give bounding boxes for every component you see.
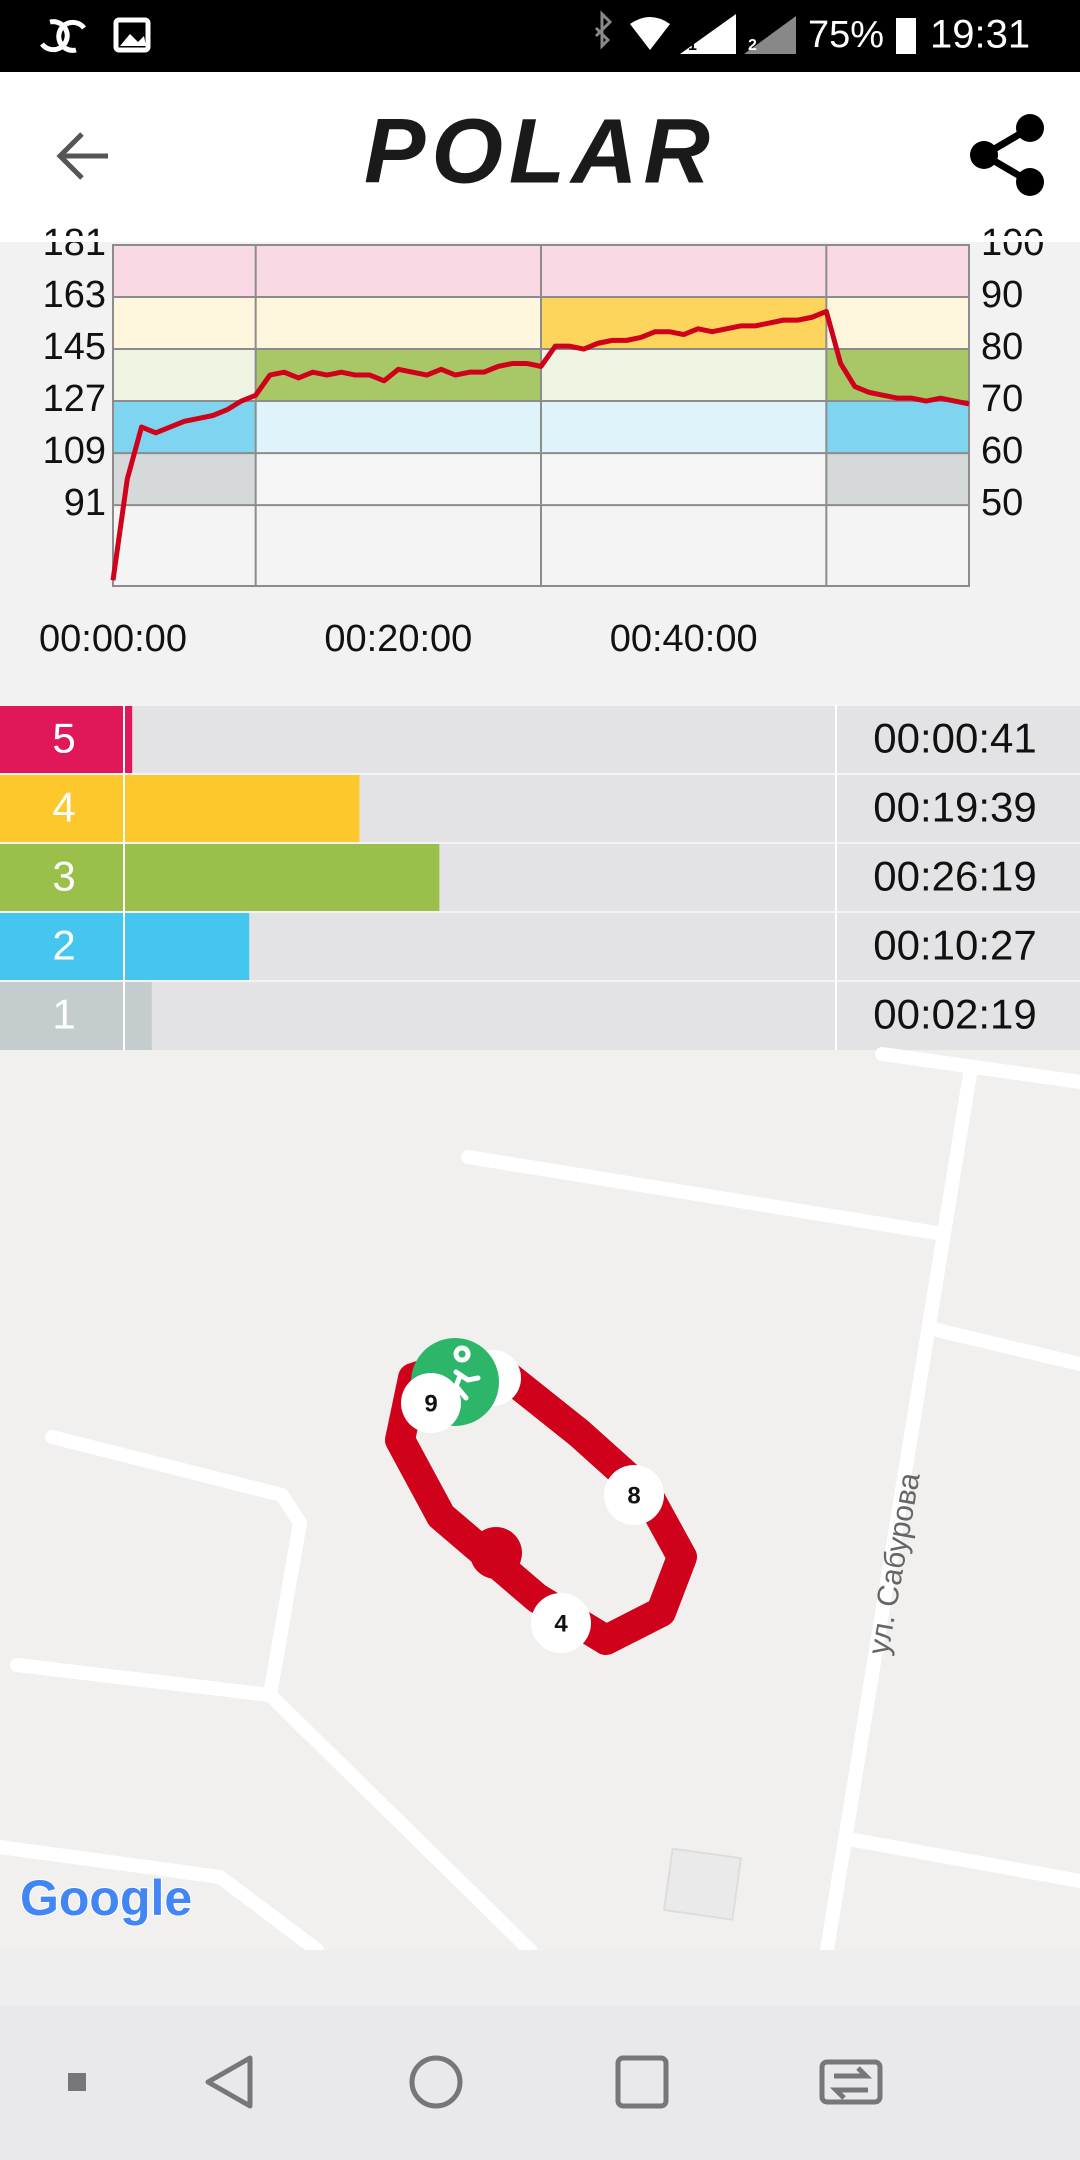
logo: POLAR xyxy=(364,100,716,202)
lap-marker xyxy=(531,1593,591,1653)
status-icons xyxy=(39,17,151,53)
battery-icon xyxy=(896,18,916,54)
sim-1: 1 xyxy=(688,37,697,54)
lap-marker xyxy=(604,1465,664,1525)
y2-tick-label: 70 xyxy=(981,378,1023,420)
zone-bar xyxy=(124,705,133,774)
zone-label-cell xyxy=(0,912,124,981)
lap-number: 8 xyxy=(627,1482,640,1509)
battery-percent: 75% xyxy=(808,14,884,56)
building xyxy=(662,1847,743,1921)
zone-track xyxy=(0,705,1080,774)
x-tick-label: 00:20:00 xyxy=(324,618,472,660)
zone-label-cell xyxy=(0,843,124,912)
lap-marker xyxy=(401,1373,461,1433)
y2-tick-label: 80 xyxy=(981,326,1023,368)
y-tick-label: 109 xyxy=(43,430,106,472)
signal-2 xyxy=(744,16,796,54)
zone-highlight xyxy=(255,349,541,402)
zone-time: 00:19:39 xyxy=(873,784,1037,831)
zone-number: 2 xyxy=(52,922,75,969)
y2-tick-label: 60 xyxy=(981,430,1023,472)
zone-number: 3 xyxy=(52,853,75,900)
hr-chart: 91 109 127 145 163 181 50 60 70 80 90 100 00:00:00 00… xyxy=(0,222,1080,660)
lap-markers: 9 8 4 xyxy=(401,1373,664,1653)
zone-time: 00:10:27 xyxy=(873,922,1037,969)
zone-label-cell xyxy=(0,981,124,1050)
zone-time: 00:26:19 xyxy=(873,853,1037,900)
zone-label-cell xyxy=(0,705,124,774)
x-tick-label: 00:40:00 xyxy=(610,618,758,660)
back-button[interactable] xyxy=(56,132,108,180)
nav-back[interactable] xyxy=(205,2055,253,2109)
runner-icon xyxy=(449,1345,481,1401)
header-cover xyxy=(0,236,1080,242)
clock: 19:31 xyxy=(930,13,1030,57)
zone-label-cell xyxy=(0,774,124,843)
map-attribution: Google xyxy=(20,1870,192,1926)
zone-table: 5 00:00:41 4 00:19:39 3 00:26:19 2 00:10:27 1 00:… xyxy=(0,704,1080,1050)
map-footer xyxy=(0,1950,1080,2005)
share-button[interactable] xyxy=(970,114,1044,196)
nav-bar xyxy=(0,2005,1080,2160)
zone-bar xyxy=(124,774,360,843)
zone-bar xyxy=(124,843,440,912)
zone-track xyxy=(0,981,1080,1050)
zone-time: 00:00:41 xyxy=(873,715,1037,762)
zone-number: 5 xyxy=(52,715,75,762)
nav-switch[interactable] xyxy=(819,2059,883,2105)
route-end xyxy=(470,1527,522,1579)
y2-tick-label: 90 xyxy=(981,274,1023,316)
zone-bar xyxy=(124,981,152,1050)
y-tick-label: 145 xyxy=(43,326,106,368)
y2-tick-label: 50 xyxy=(981,482,1023,524)
wifi-icon xyxy=(630,17,670,50)
y-tick-label: 181 xyxy=(43,222,106,264)
nav-home[interactable] xyxy=(409,2055,463,2109)
zone-number: 1 xyxy=(52,991,75,1038)
lap-number: 4 xyxy=(554,1610,568,1637)
y-tick-label: 91 xyxy=(64,482,106,524)
bluetooth-icon xyxy=(594,10,613,50)
lap-number: 9 xyxy=(424,1390,437,1417)
x-tick-label: 00:00:00 xyxy=(39,618,187,660)
nav-dot[interactable] xyxy=(68,2073,86,2091)
nav-recents[interactable] xyxy=(615,2055,669,2109)
gallery-icon xyxy=(120,34,146,46)
zone-highlight xyxy=(113,453,256,506)
zone-time: 00:02:19 xyxy=(873,991,1037,1038)
y-tick-label: 127 xyxy=(43,378,106,420)
signal-1 xyxy=(680,14,736,54)
y2-tick-label: 100 xyxy=(981,222,1044,264)
sim-2: 2 xyxy=(748,37,757,54)
status-bar xyxy=(0,0,1080,72)
app-bar xyxy=(0,72,1080,240)
roads xyxy=(0,1047,1080,1957)
zone-highlight xyxy=(826,401,969,454)
y-tick-label: 163 xyxy=(43,274,106,316)
zone-number: 4 xyxy=(52,784,75,831)
zone-bar xyxy=(124,912,250,981)
zone-highlight xyxy=(826,453,969,506)
hr-line xyxy=(110,308,970,581)
plot-border xyxy=(112,244,970,587)
zone-highlight xyxy=(541,297,827,350)
